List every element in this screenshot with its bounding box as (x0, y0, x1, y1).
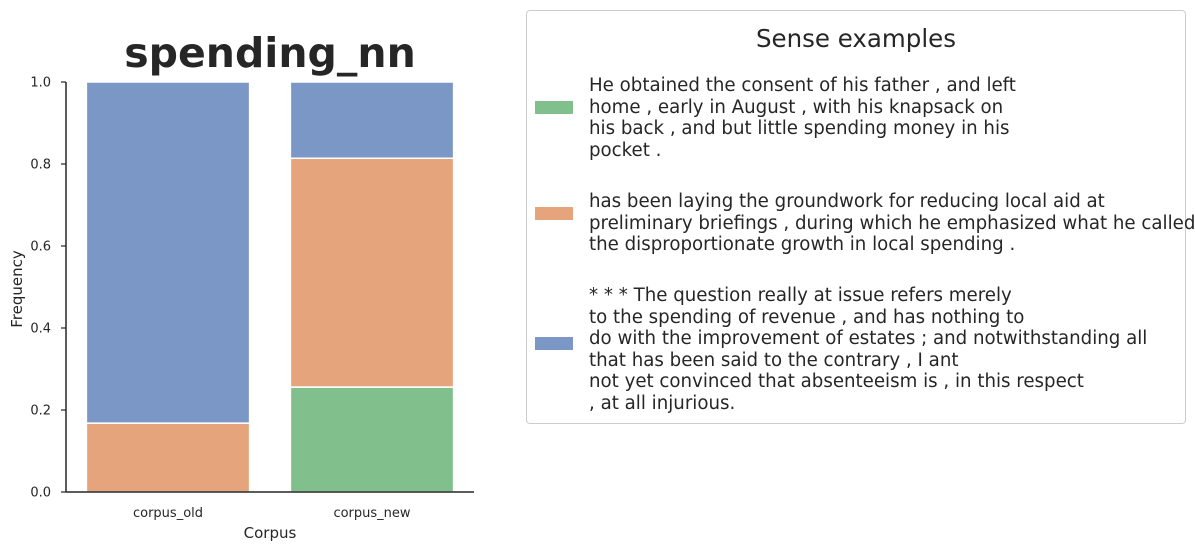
y-tick-label: 0.6 (30, 240, 51, 255)
y-tick-label: 0.2 (30, 404, 51, 419)
axes-layer: corpus_old corpus_new 0.0 0.2 0.4 0.6 0.8 1.0 (30, 76, 474, 521)
bar-segment (85, 81, 251, 424)
legend-text: * * * The question really at issue refer… (589, 285, 1148, 414)
legend-swatch (535, 337, 573, 350)
legend-swatch (535, 207, 573, 220)
bar-segment (289, 386, 455, 493)
x-axis-label: Corpus (244, 524, 297, 542)
y-tick-label: 1.0 (30, 76, 51, 91)
legend-title: Sense examples (756, 24, 956, 53)
chart-title: spending_nn (124, 29, 416, 77)
y-tick-label: 0.8 (30, 158, 51, 173)
bar-segment (289, 157, 455, 388)
legend-text: He obtained the consent of his father , … (589, 75, 1016, 161)
legend: Sense examples He obtained the consent o… (526, 10, 1195, 424)
legend-text: has been laying the groundwork for reduc… (589, 191, 1195, 256)
y-axis-label: Frequency (8, 250, 26, 328)
bars-layer (85, 81, 455, 493)
x-tick-label: corpus_old (133, 506, 203, 521)
bar-segment (289, 81, 455, 160)
legend-swatch (535, 101, 573, 114)
bar-segment (85, 422, 251, 493)
x-tick-label: corpus_new (333, 506, 410, 521)
y-tick-label: 0.4 (30, 322, 51, 337)
y-tick-label: 0.0 (30, 486, 51, 501)
